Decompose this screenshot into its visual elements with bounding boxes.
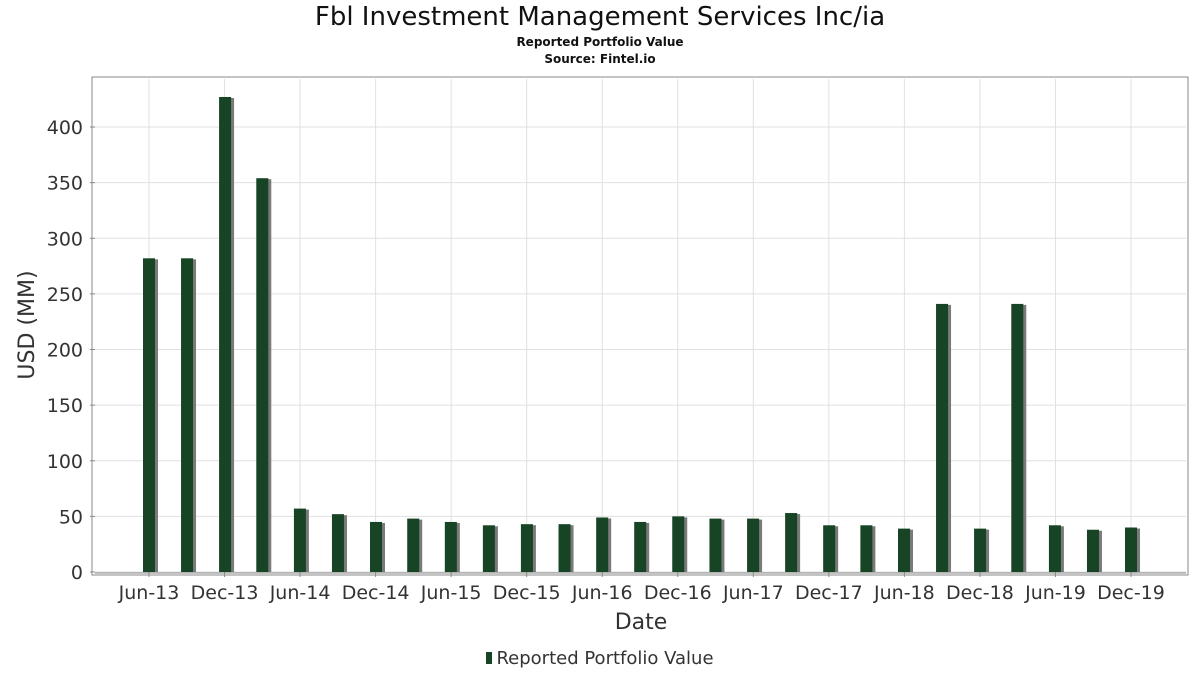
y-tick-label: 50 [59, 506, 83, 528]
chart-title: Fbl Investment Management Services Inc/i… [314, 2, 886, 32]
legend-swatch [486, 652, 493, 664]
bar [936, 303, 949, 572]
bar [898, 528, 911, 572]
x-tick-label: Jun-17 [722, 582, 784, 604]
x-tick-label: Jun-19 [1024, 582, 1086, 604]
legend: Reported Portfolio Value [0, 648, 1200, 669]
y-tick-label: 0 [71, 562, 83, 584]
bar [672, 516, 685, 572]
x-axis-label: Date [615, 610, 668, 635]
bar [823, 525, 836, 572]
bar [143, 258, 155, 572]
bar [219, 97, 232, 572]
chart-subtitle: Reported Portfolio Value [516, 35, 684, 49]
bar [860, 525, 873, 572]
bar [369, 521, 382, 572]
x-tick-label: Dec-15 [493, 582, 561, 604]
x-tick-label: Jun-13 [118, 582, 180, 604]
y-tick-label: 150 [47, 395, 83, 417]
x-tick-label: Jun-16 [571, 582, 633, 604]
bar [1011, 303, 1024, 572]
y-axis-label: USD (MM) [15, 270, 40, 379]
x-tick-label: Jun-18 [873, 582, 935, 604]
bar [747, 518, 760, 572]
bar [974, 528, 987, 572]
legend-label: Reported Portfolio Value [496, 648, 714, 669]
bar [1048, 525, 1061, 572]
bar [482, 525, 495, 572]
bar [558, 524, 571, 572]
bars [143, 97, 1140, 572]
y-tick-label: 200 [47, 340, 83, 362]
bar [634, 521, 647, 572]
bar [256, 178, 269, 572]
y-tick-label: 100 [47, 451, 83, 473]
x-axis-ticks: Jun-13 Dec-13 Jun-14 Dec-14 Jun-15 Dec-15 Jun-… [118, 572, 1165, 604]
x-tick-label: Jun-15 [420, 582, 482, 604]
x-tick-label: Dec-13 [191, 582, 259, 604]
plot-frame [91, 76, 1189, 576]
bar [181, 258, 194, 572]
chart-source: Source: Fintel.io [544, 52, 656, 66]
y-axis-ticks: 0 50 100 150 200 250 300 350 400 [47, 117, 95, 584]
bar [331, 514, 344, 572]
bar [596, 517, 609, 572]
x-tick-label: Dec-18 [946, 582, 1014, 604]
y-tick-label: 250 [47, 284, 83, 306]
x-tick-label: Dec-14 [342, 582, 410, 604]
bar [1125, 527, 1137, 572]
x-tick-label: Jun-14 [269, 582, 331, 604]
bar [293, 508, 306, 572]
bar [785, 513, 798, 572]
bar [444, 521, 457, 572]
y-tick-label: 300 [47, 228, 83, 250]
x-tick-label: Dec-17 [795, 582, 863, 604]
bar [1086, 529, 1099, 572]
bar [709, 518, 722, 572]
y-tick-label: 350 [47, 173, 83, 195]
x-tick-label: Dec-16 [644, 582, 712, 604]
bar [520, 524, 533, 572]
x-tick-label: Dec-19 [1097, 582, 1165, 604]
bar [407, 518, 420, 572]
y-tick-label: 400 [47, 117, 83, 139]
